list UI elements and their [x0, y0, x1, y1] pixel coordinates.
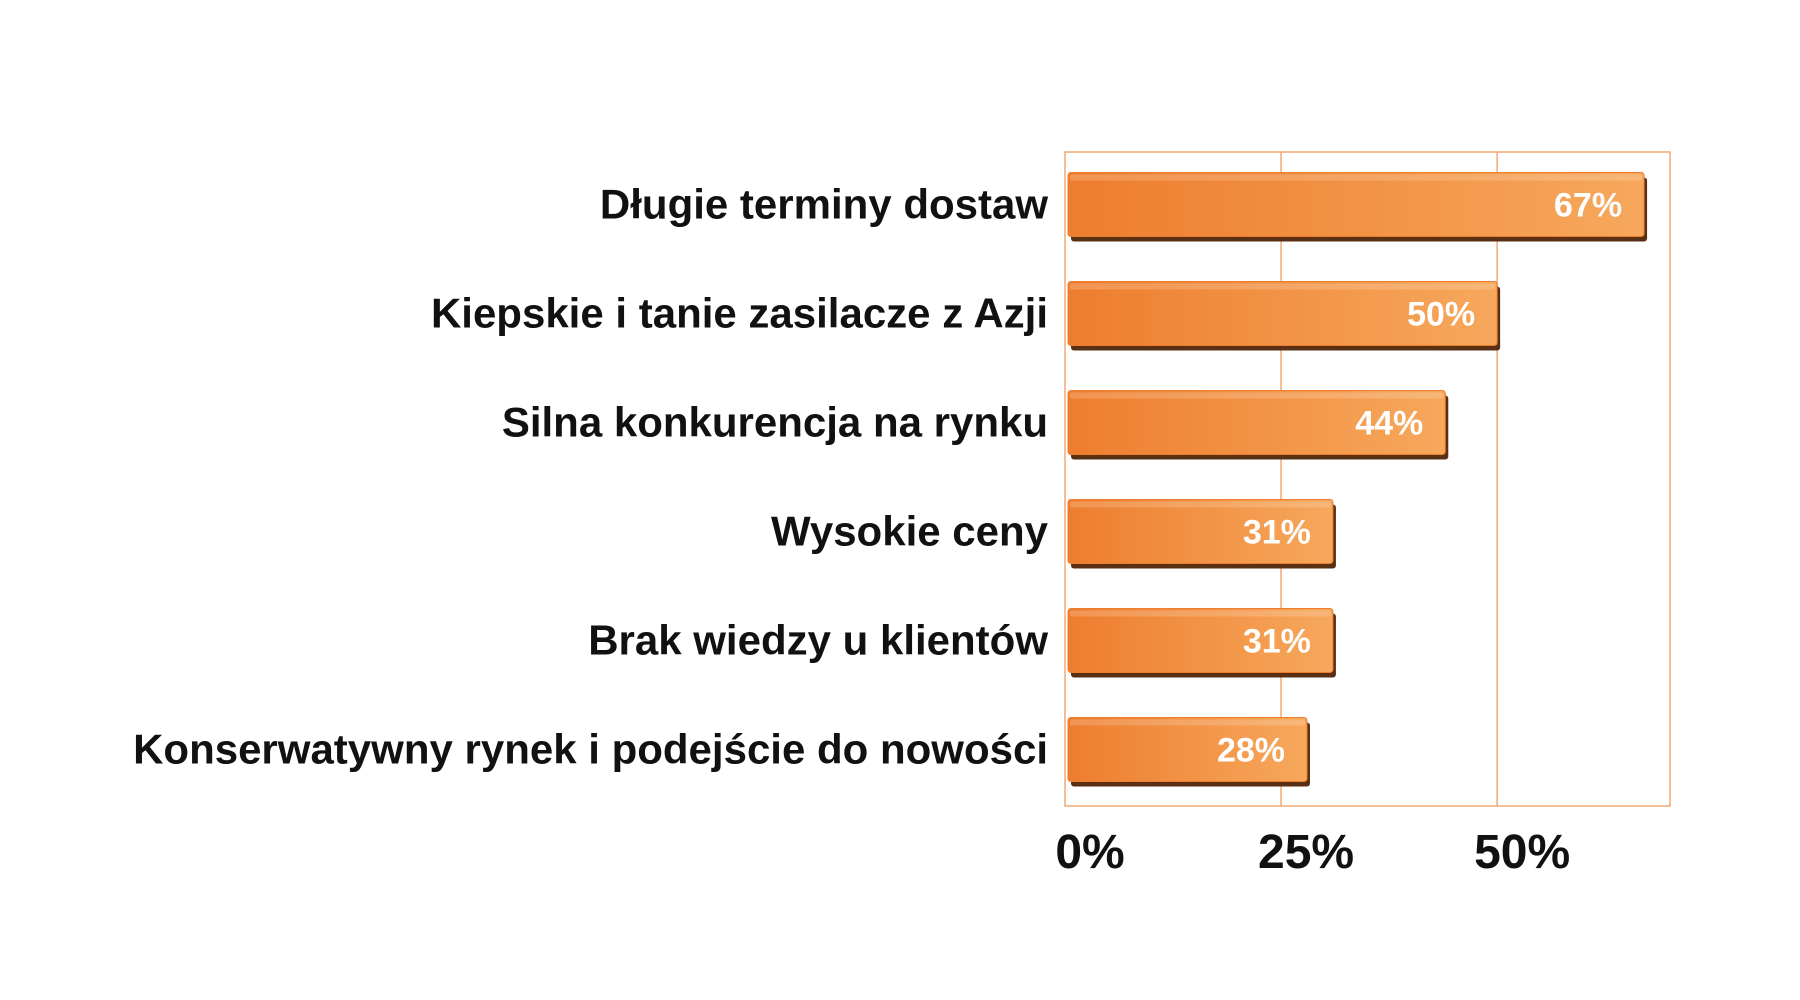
bar-highlight — [1070, 283, 1496, 290]
data-label: 31% — [1243, 623, 1311, 661]
bar-highlight — [1070, 610, 1331, 617]
category-label: Długie terminy dostaw — [600, 181, 1048, 228]
category-label: Silna konkurencja na rynku — [502, 399, 1048, 446]
category-labels: Długie terminy dostaw Kiepskie i tanie za… — [133, 181, 1049, 773]
category-label: Brak wiedzy u klientów — [588, 617, 1048, 664]
data-label: 28% — [1217, 732, 1285, 770]
bar — [1067, 499, 1334, 564]
data-label: 50% — [1407, 296, 1475, 334]
bar — [1067, 608, 1334, 673]
category-label: Konserwatywny rynek i podejście do nowoś… — [133, 726, 1048, 773]
bar — [1067, 172, 1645, 237]
bar — [1067, 281, 1498, 346]
bar-highlight — [1070, 719, 1305, 726]
x-tick-label: 25% — [1258, 826, 1354, 879]
category-label: Wysokie ceny — [771, 508, 1049, 555]
bar — [1067, 390, 1446, 455]
bar-highlight — [1070, 501, 1331, 508]
plot-frame — [1064, 151, 1671, 807]
data-label: 31% — [1243, 514, 1311, 552]
bar — [1067, 717, 1308, 782]
category-label: Kiepskie i tanie zasilacze z Azji — [431, 290, 1048, 337]
grid-lines — [1280, 152, 1498, 806]
x-tick-label: 0% — [1055, 826, 1124, 879]
bars: 67% 50% 44% 31% 31% 28% — [1067, 172, 1648, 787]
data-label: 44% — [1355, 405, 1423, 443]
bar-highlight — [1070, 174, 1643, 181]
x-tick-label: 50% — [1474, 826, 1570, 879]
x-axis-tick-labels: 0% 25% 50% — [1055, 826, 1570, 879]
bar-highlight — [1070, 392, 1444, 399]
data-label: 67% — [1554, 187, 1622, 225]
